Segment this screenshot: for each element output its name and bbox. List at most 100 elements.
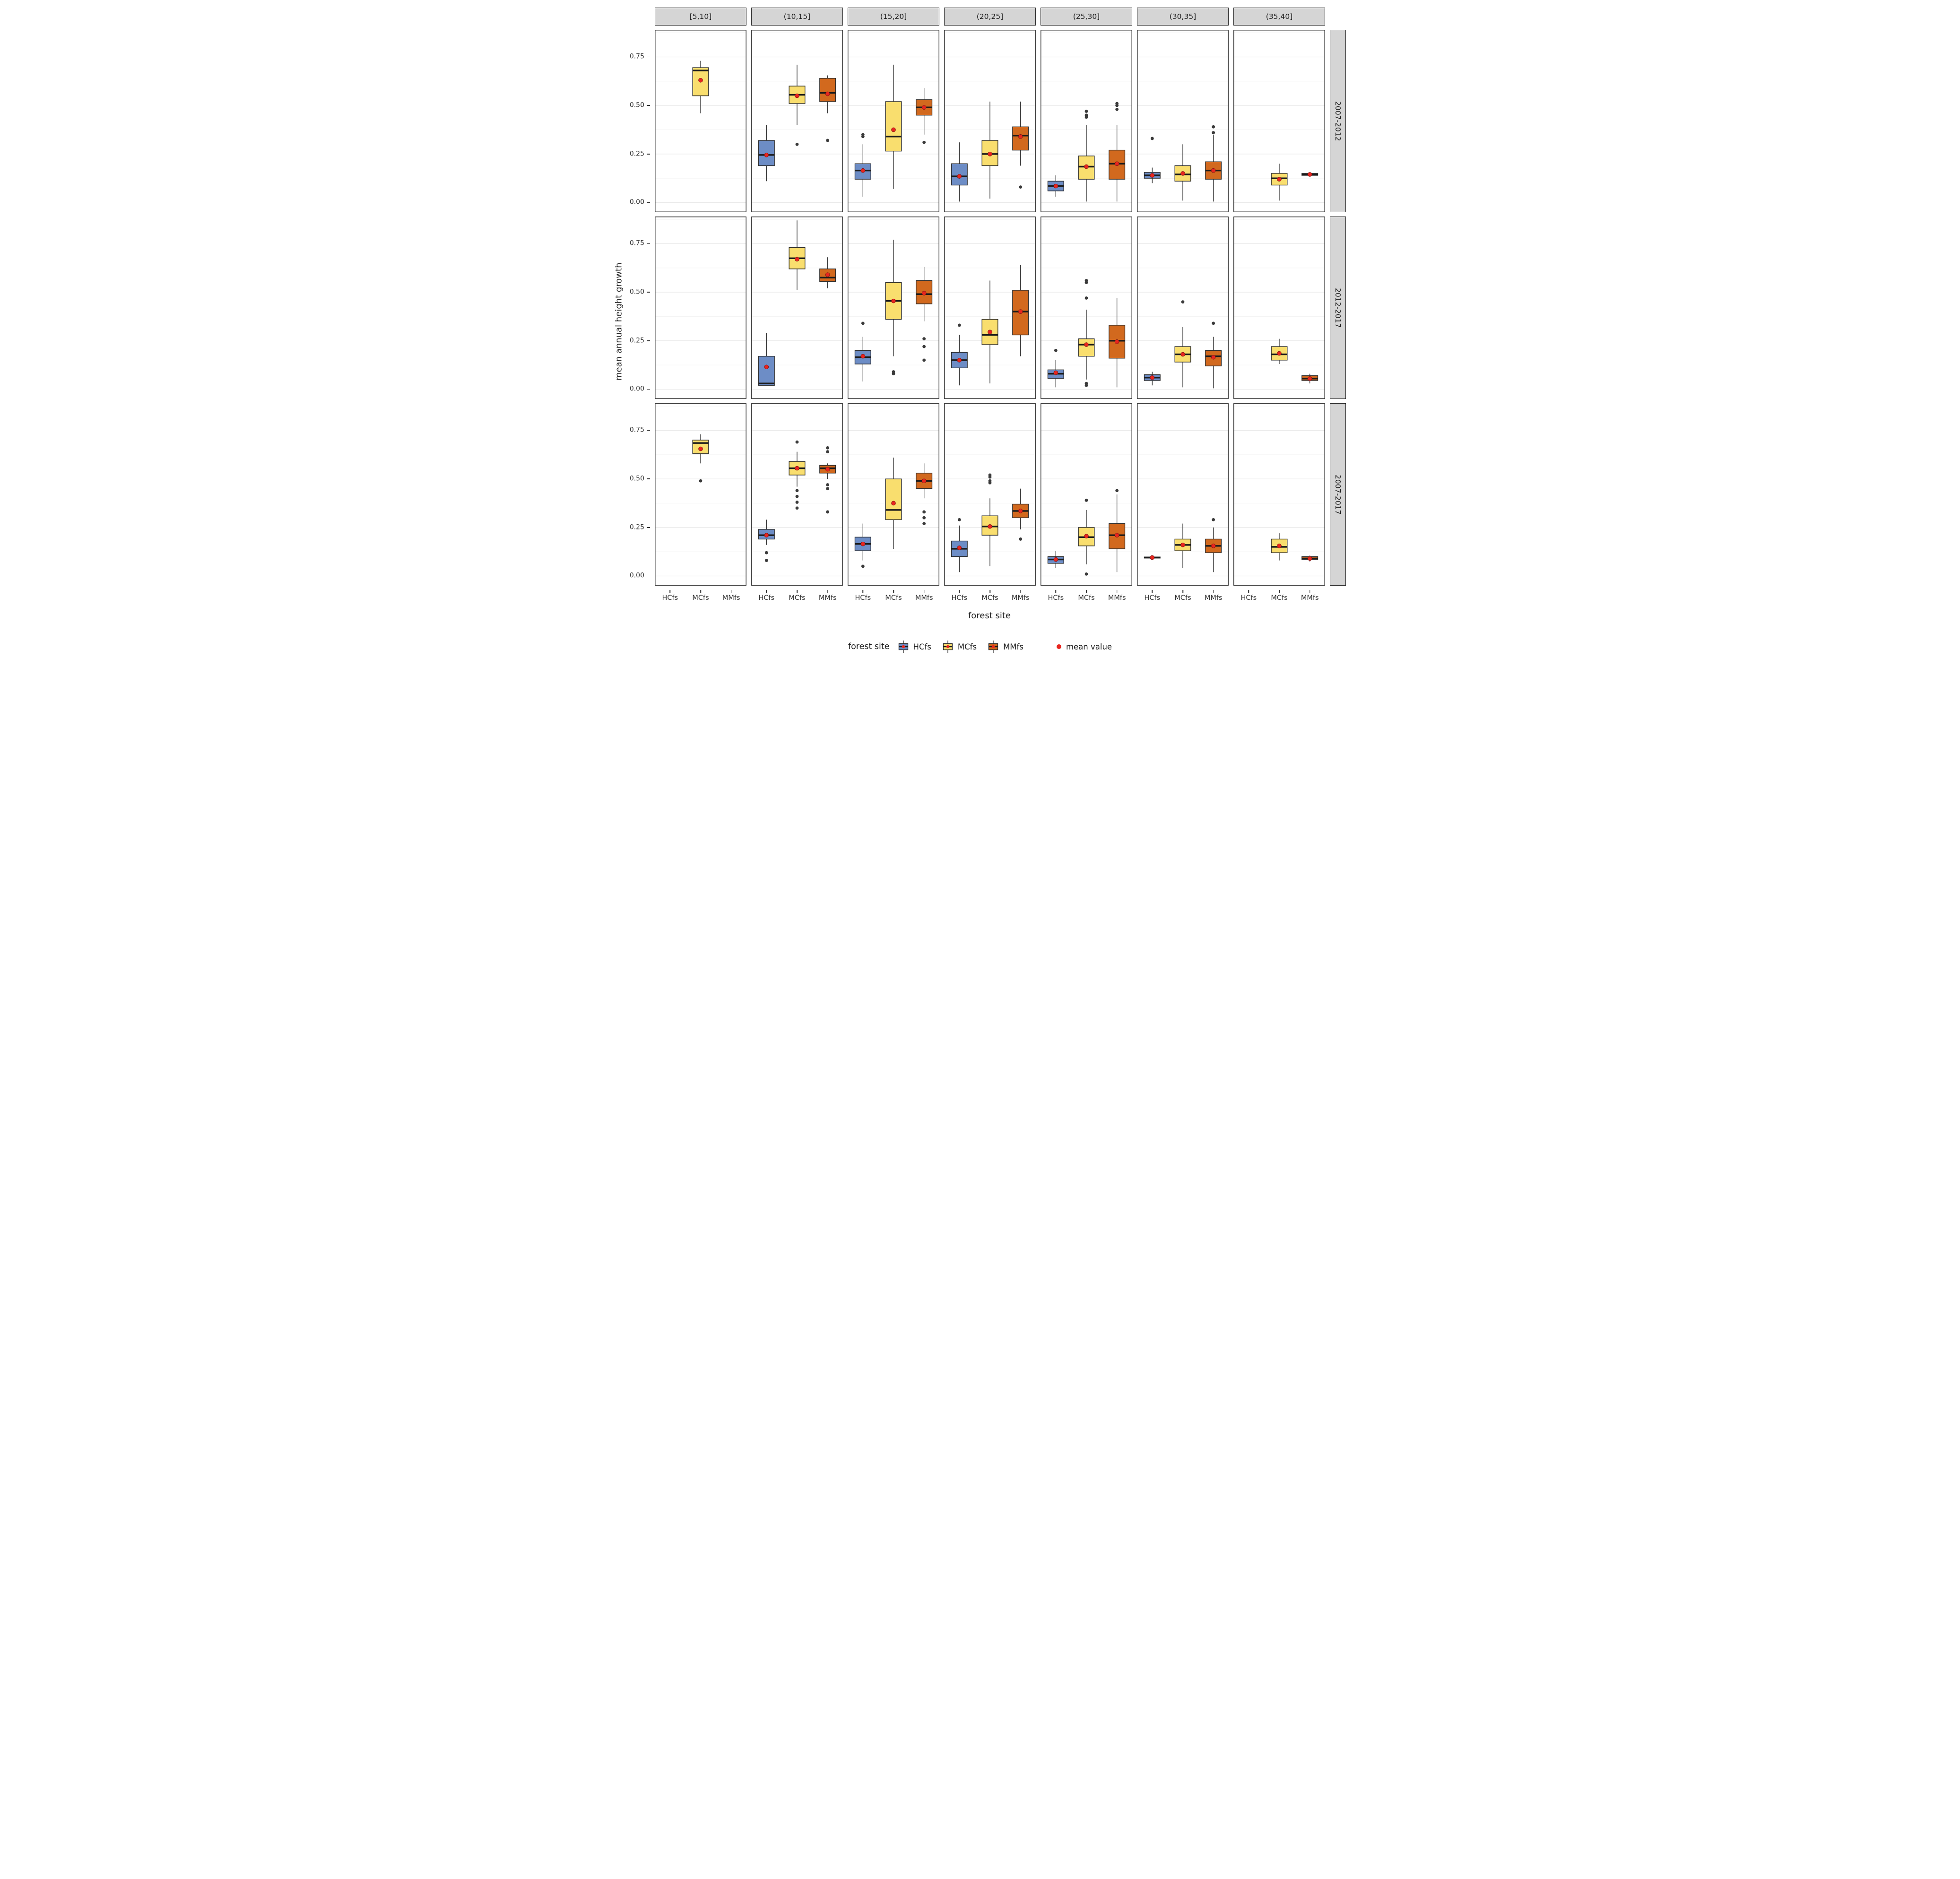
outlier-point bbox=[922, 522, 926, 525]
x-tick-label: MMfs bbox=[1301, 594, 1319, 602]
outlier-point bbox=[922, 345, 926, 348]
boxplot-HCfs bbox=[951, 518, 968, 572]
panel-2007-2012-(25,30] bbox=[1041, 30, 1132, 212]
x-tick-label: MMfs bbox=[818, 594, 837, 602]
mean-point bbox=[795, 257, 799, 262]
legend-mean-label: mean value bbox=[1066, 642, 1112, 651]
mean-point bbox=[1084, 164, 1089, 169]
mean-point bbox=[1114, 533, 1119, 538]
panel-2007-2012-(20,25] bbox=[944, 30, 1036, 212]
y-tick-mark bbox=[647, 154, 650, 155]
outlier-point bbox=[1019, 537, 1023, 541]
mean-point bbox=[1211, 544, 1216, 548]
outlier-point bbox=[826, 510, 830, 514]
boxplot-HCfs bbox=[951, 142, 968, 202]
mean-point bbox=[1018, 134, 1023, 139]
panel-2012-2017-(35,40] bbox=[1233, 216, 1325, 399]
outlier-point bbox=[1084, 383, 1088, 387]
panel-plot bbox=[1137, 30, 1229, 212]
mean-point bbox=[1053, 557, 1058, 562]
y-tick-mark bbox=[647, 292, 650, 293]
legend-keys: HCfs MCfs MMfs bbox=[897, 640, 1023, 654]
x-tick-mark bbox=[923, 590, 925, 593]
axis-corner-top-left bbox=[627, 8, 650, 26]
boxplot-MCfs bbox=[1174, 523, 1191, 569]
boxplot-MMfs bbox=[819, 446, 836, 514]
mean-point bbox=[825, 467, 830, 472]
panel-plot bbox=[1233, 30, 1325, 212]
boxplot-HCfs bbox=[1047, 348, 1064, 388]
y-tick-label: 0.25 bbox=[629, 523, 644, 531]
x-tick-label: MCfs bbox=[789, 594, 806, 602]
facet-strip-col: [5,10] bbox=[655, 8, 746, 26]
faceted-boxplot-figure: mean annual height growth [5,10] (10,15] (… bbox=[610, 8, 1350, 607]
mean-point bbox=[764, 153, 769, 157]
x-axis-ticks: HCfs MCfs MMfs bbox=[1233, 590, 1325, 607]
facet-strip-col: (25,30] bbox=[1041, 8, 1132, 26]
axis-corner-top-right bbox=[1330, 8, 1346, 26]
mean-point bbox=[1114, 339, 1119, 344]
boxplot-HCfs bbox=[854, 523, 871, 568]
outlier-point bbox=[922, 516, 926, 520]
boxplot-MMfs bbox=[1205, 125, 1222, 202]
outlier-point bbox=[922, 358, 926, 362]
mean-point bbox=[957, 174, 962, 179]
boxplot-MMfs bbox=[819, 257, 836, 288]
panel-plot bbox=[1233, 403, 1325, 586]
panel-2012-2017-(20,25] bbox=[944, 216, 1036, 399]
legend-title: forest site bbox=[848, 642, 890, 651]
panel-2007-2012-[5,10] bbox=[655, 30, 746, 212]
mean-point bbox=[891, 298, 896, 303]
outlier-point bbox=[1084, 281, 1088, 285]
outlier-point bbox=[826, 487, 830, 491]
panel-2007-2017-(20,25] bbox=[944, 403, 1036, 586]
outlier-point bbox=[795, 494, 799, 498]
mean-point bbox=[1277, 177, 1282, 182]
panel-plot bbox=[944, 403, 1036, 586]
mean-point bbox=[1150, 173, 1155, 178]
x-axis-ticks: HCfs MCfs MMfs bbox=[655, 590, 746, 607]
boxplot-MMfs bbox=[1109, 489, 1126, 572]
x-tick-label: MCfs bbox=[692, 594, 709, 602]
mean-point bbox=[1307, 376, 1312, 381]
boxplot-MMfs bbox=[1301, 373, 1318, 384]
mean-point bbox=[1084, 534, 1089, 539]
outlier-point bbox=[861, 564, 865, 568]
boxplot-HCfs bbox=[854, 133, 871, 197]
x-tick-label: MCfs bbox=[885, 594, 902, 602]
y-tick-label: 0.75 bbox=[629, 53, 644, 61]
mean-point bbox=[891, 501, 896, 506]
mean-point bbox=[825, 91, 830, 96]
mean-point bbox=[860, 168, 866, 173]
legend-key-mean-value: mean value bbox=[1056, 642, 1112, 651]
panel-plot bbox=[1041, 403, 1132, 586]
y-tick-label: 0.00 bbox=[629, 572, 644, 580]
mean-point bbox=[1180, 171, 1185, 176]
outlier-point bbox=[922, 140, 926, 144]
y-tick-label: 0.25 bbox=[629, 337, 644, 345]
x-tick-label: MCfs bbox=[1174, 594, 1191, 602]
mean-point bbox=[1307, 556, 1312, 561]
outlier-point bbox=[892, 372, 895, 376]
facet-strip-col: (10,15] bbox=[751, 8, 843, 26]
x-tick-mark bbox=[700, 590, 701, 593]
panel-2012-2017-(15,20] bbox=[848, 216, 939, 399]
outlier-point bbox=[1115, 489, 1119, 493]
x-tick-mark bbox=[1086, 590, 1087, 593]
boxplot-MCfs bbox=[885, 457, 902, 549]
outlier-point bbox=[1084, 296, 1088, 300]
outlier-point bbox=[1212, 125, 1215, 129]
panel-2012-2017-(30,35] bbox=[1137, 216, 1229, 399]
mean-point bbox=[698, 78, 703, 83]
mean-point bbox=[1053, 370, 1058, 375]
x-tick-mark bbox=[1116, 590, 1118, 593]
y-tick-label: 0.75 bbox=[629, 240, 644, 248]
mean-point bbox=[1180, 542, 1185, 547]
outlier-point bbox=[1115, 107, 1119, 111]
boxplot-MMfs bbox=[1301, 555, 1318, 562]
x-tick-mark bbox=[797, 590, 798, 593]
x-tick-mark bbox=[1279, 590, 1280, 593]
panel-plot bbox=[1041, 216, 1132, 399]
boxplot-HCfs bbox=[1144, 137, 1161, 183]
y-axis-title: mean annual height growth bbox=[614, 262, 624, 381]
